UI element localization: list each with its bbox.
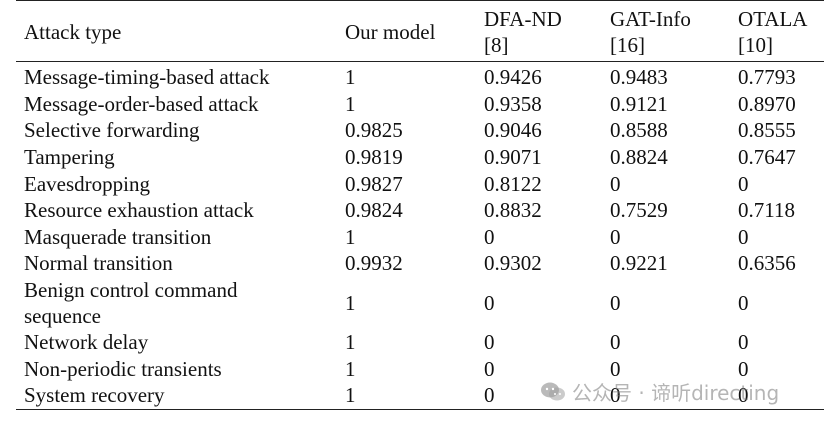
- otala-cell: 0.7793: [738, 65, 796, 90]
- attack-type-cell: Tampering: [24, 145, 115, 170]
- our-model-cell: 1: [345, 91, 356, 116]
- gat-info-cell: 0: [610, 356, 621, 381]
- dfa-nd-cell: 0.8122: [484, 171, 542, 196]
- gat-info-cell: 0: [610, 171, 621, 196]
- our-model-cell: 1: [345, 224, 356, 249]
- dfa-nd-cell: 0.9302: [484, 251, 542, 276]
- gat-info-cell: 0: [610, 330, 621, 355]
- gat-info-cell: 0.9483: [610, 65, 668, 90]
- otala-cell: 0.8970: [738, 91, 796, 116]
- otala-cell: 0: [738, 330, 749, 355]
- otala-cell: 0: [738, 290, 749, 315]
- otala-cell: 0.7647: [738, 145, 796, 170]
- header-attack-type: Attack type: [24, 20, 122, 44]
- our-model-cell: 0.9825: [345, 118, 403, 143]
- attack-type-cell: Normal transition: [24, 251, 173, 276]
- gat-info-cell: 0: [610, 224, 621, 249]
- dfa-nd-cell: 0.8832: [484, 198, 542, 223]
- table-body: Message-timing-based attack 1 0.9426 0.9…: [16, 62, 824, 410]
- table-row: Non-periodic transients 1 0 0 0: [16, 355, 824, 382]
- otala-cell: 0: [738, 383, 749, 408]
- our-model-cell: 1: [345, 330, 356, 355]
- dfa-nd-cell: 0.9358: [484, 91, 542, 116]
- results-table-container: Attack type Our model DFA-ND [8] GAT-Inf…: [16, 0, 824, 410]
- watermark: 公众号 · 谛听directing: [540, 377, 779, 406]
- otala-cell: 0: [738, 171, 749, 196]
- table-row: Message-timing-based attack 1 0.9426 0.9…: [16, 62, 824, 91]
- table-row: Benign control command sequence 1 0 0 0: [16, 277, 824, 329]
- our-model-cell: 0.9932: [345, 251, 403, 276]
- attack-type-cell: Eavesdropping: [24, 171, 150, 196]
- otala-cell: 0.8555: [738, 118, 796, 143]
- dfa-nd-cell: 0.9426: [484, 65, 542, 90]
- dfa-nd-cell: 0: [484, 290, 495, 315]
- attack-type-cell: Benign control command sequence: [24, 277, 238, 328]
- attack-type-cell: System recovery: [24, 383, 165, 408]
- attack-type-cell: Network delay: [24, 330, 149, 355]
- dfa-nd-cell: 0: [484, 330, 495, 355]
- dfa-nd-cell: 0.9046: [484, 118, 542, 143]
- attack-type-cell: Message-timing-based attack: [24, 65, 270, 90]
- our-model-cell: 0.9827: [345, 171, 403, 196]
- otala-cell: 0: [738, 356, 749, 381]
- gat-info-cell: 0.9121: [610, 91, 668, 116]
- gat-info-cell: 0.8588: [610, 118, 668, 143]
- our-model-cell: 1: [345, 65, 356, 90]
- our-model-cell: 1: [345, 356, 356, 381]
- header-otala: OTALA [10]: [738, 7, 808, 57]
- attack-type-cell: Selective forwarding: [24, 118, 200, 143]
- gat-info-cell: 0.8824: [610, 145, 668, 170]
- table-row: Normal transition 0.9932 0.9302 0.9221 0…: [16, 250, 824, 277]
- table-header: Attack type Our model DFA-ND [8] GAT-Inf…: [16, 0, 824, 62]
- our-model-cell: 1: [345, 383, 356, 408]
- table-row: Resource exhaustion attack 0.9824 0.8832…: [16, 197, 824, 224]
- attack-type-cell: Resource exhaustion attack: [24, 198, 254, 223]
- attack-type-cell: Non-periodic transients: [24, 356, 222, 381]
- table-row: Network delay 1 0 0 0: [16, 329, 824, 356]
- gat-info-cell: 0: [610, 383, 621, 408]
- gat-info-cell: 0.9221: [610, 251, 668, 276]
- gat-info-cell: 0: [610, 290, 621, 315]
- watermark-text: 公众号 · 谛听directing: [572, 381, 780, 405]
- dfa-nd-cell: 0: [484, 356, 495, 381]
- table-row: Tampering 0.9819 0.9071 0.8824 0.7647: [16, 144, 824, 171]
- results-table: Attack type Our model DFA-ND [8] GAT-Inf…: [16, 0, 824, 410]
- attack-type-cell: Masquerade transition: [24, 224, 212, 249]
- attack-type-cell: Message-order-based attack: [24, 91, 259, 116]
- otala-cell: 0.7118: [738, 198, 795, 223]
- table-row: System recovery 1 0 0 0: [16, 382, 824, 410]
- dfa-nd-cell: 0.9071: [484, 145, 542, 170]
- gat-info-cell: 0.7529: [610, 198, 668, 223]
- table-row: Message-order-based attack 1 0.9358 0.91…: [16, 91, 824, 118]
- wechat-icon: [540, 381, 566, 403]
- our-model-cell: 0.9819: [345, 145, 403, 170]
- our-model-cell: 0.9824: [345, 198, 403, 223]
- table-row: Selective forwarding 0.9825 0.9046 0.858…: [16, 117, 824, 144]
- our-model-cell: 1: [345, 290, 356, 315]
- table-row: Eavesdropping 0.9827 0.8122 0 0: [16, 170, 824, 197]
- header-dfa-nd: DFA-ND [8]: [484, 7, 562, 57]
- otala-cell: 0.6356: [738, 251, 796, 276]
- table-row: Masquerade transition 1 0 0 0: [16, 224, 824, 251]
- dfa-nd-cell: 0: [484, 383, 495, 408]
- header-row: Attack type Our model DFA-ND [8] GAT-Inf…: [16, 0, 824, 62]
- header-our-model: Our model: [345, 20, 436, 44]
- header-gat-info: GAT-Info [16]: [610, 7, 691, 57]
- otala-cell: 0: [738, 224, 749, 249]
- dfa-nd-cell: 0: [484, 224, 495, 249]
